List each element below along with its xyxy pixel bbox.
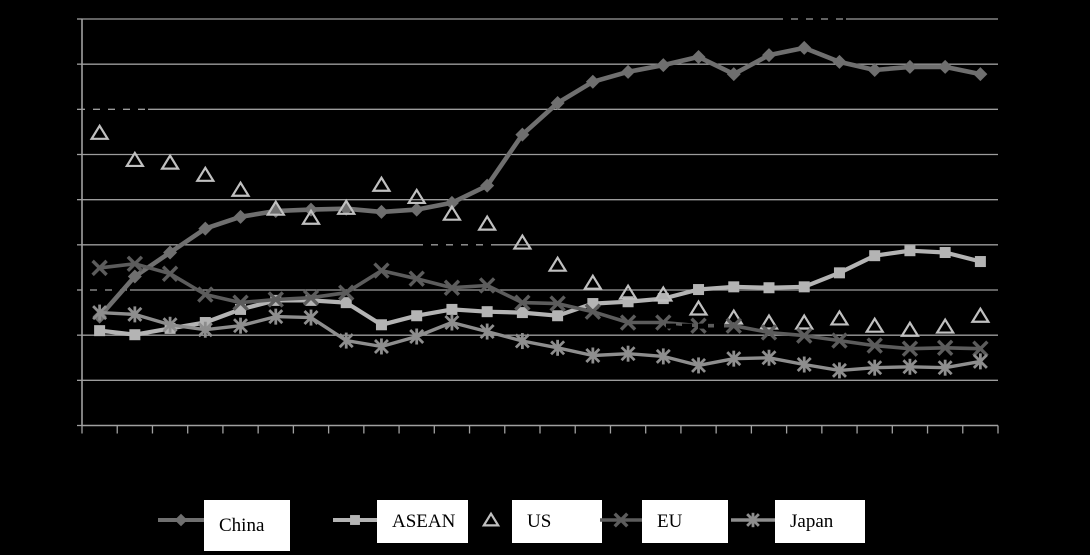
asean-series-marker-icon (333, 515, 377, 525)
legend-label-japan: Japan (790, 510, 834, 532)
series-us (89, 123, 991, 337)
legend-item-asean: ASEAN (377, 500, 468, 543)
series-japan (92, 304, 988, 379)
legend-item-eu: EU (642, 500, 728, 543)
plot-area (77, 17, 999, 434)
eu-series-marker-icon (600, 512, 642, 528)
series-eu (91, 255, 989, 357)
legend-item-us: US (512, 500, 602, 543)
legend-item-japan: Japan (775, 500, 865, 543)
legend-label-asean: ASEAN (392, 510, 456, 532)
legend-label-us: US (527, 510, 552, 532)
us-series-marker-icon (481, 511, 501, 527)
legend-label-china: China (219, 514, 265, 536)
legend-label-eu: EU (657, 510, 683, 532)
japan-series-marker-icon (731, 512, 775, 528)
legend-item-china: China (204, 500, 290, 551)
china-series-marker-icon (158, 513, 204, 527)
